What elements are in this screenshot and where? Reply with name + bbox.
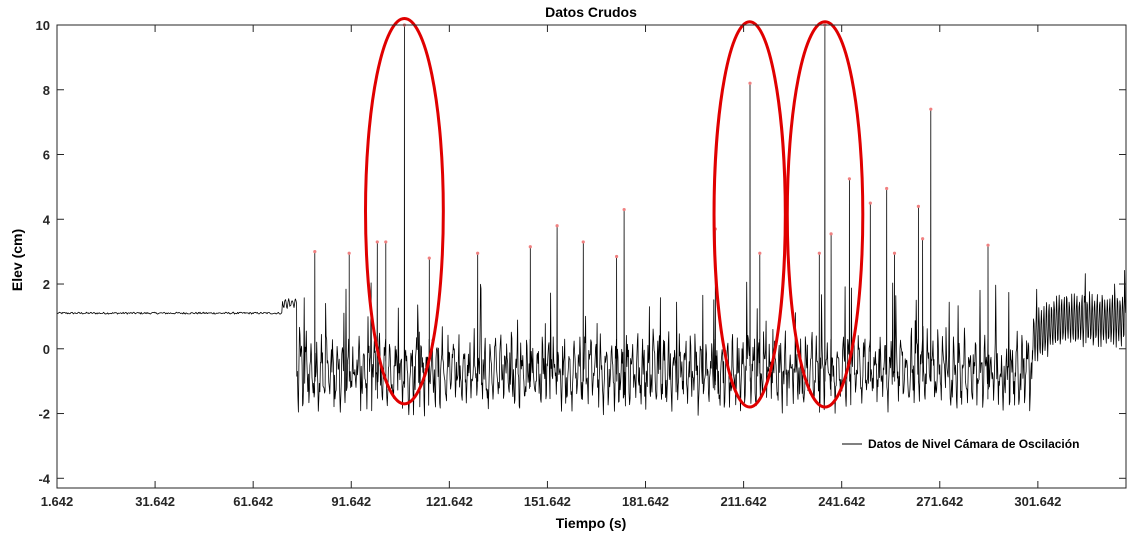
highlight-ellipse [712,20,787,409]
data-layer [56,24,1126,417]
peak-marker [847,177,851,181]
highlight-ellipse [785,20,865,409]
x-tick-label: 271.642 [916,494,963,509]
x-tick-label: 1.642 [41,494,74,509]
peak-markers [313,23,990,260]
peak-marker [758,251,762,255]
peak-marker [929,107,933,111]
x-tick-label: 241.642 [818,494,865,509]
y-axis-title: Elev (cm) [9,229,25,291]
peak-marker [622,207,626,212]
x-tick-label: 31.642 [135,494,175,509]
series-line [56,24,1126,417]
peak-marker [581,240,585,244]
x-tick-label: 211.642 [720,494,766,509]
y-tick-label: -2 [38,407,50,422]
y-tick-label: 6 [43,148,50,163]
x-tick-label: 301.642 [1014,494,1061,509]
y-tick-label: 8 [43,83,50,98]
peak-marker [615,254,619,259]
x-tick-label: 151.642 [524,494,571,509]
annotation-layer [364,17,865,409]
legend-entry: Datos de Nivel Cámara de Oscilación [868,437,1079,451]
y-tick-label: 2 [43,277,50,292]
peak-marker [555,224,559,228]
peak-marker [892,251,897,255]
y-tick-label: -4 [38,471,50,486]
peak-marker [748,81,752,85]
plot-frame [56,24,1127,489]
peak-marker [829,232,833,236]
peak-marker [868,201,872,205]
peak-marker [885,186,889,191]
x-tick-label: 91.642 [331,494,371,509]
peak-marker [476,251,480,255]
peak-marker [313,250,317,254]
y-tick-label: 0 [43,342,50,357]
peak-marker [384,240,388,244]
peak-marker [986,243,990,247]
highlight-ellipse [364,17,445,406]
y-tick-label: 4 [43,212,51,227]
peak-marker [921,237,925,241]
x-tick-label: 61.642 [233,494,273,509]
peak-marker [347,251,351,255]
peak-marker [427,256,431,260]
plot-background [57,25,1126,488]
x-tick-label: 181.642 [622,494,669,509]
legend: Datos de Nivel Cámara de Oscilación [842,437,1079,451]
ticks-layer: 1.642 31.642 61.642 91.642 121.642 151.642 181… [36,18,1126,509]
y-tick-label: 10 [36,18,50,33]
x-axis-title: Tiempo (s) [556,515,627,531]
peak-marker [528,245,532,249]
peak-marker [375,240,379,244]
x-tick-label: 121.642 [426,494,473,509]
peak-marker [916,204,920,208]
chart-title: Datos Crudos [545,4,637,20]
peak-marker [817,251,821,255]
